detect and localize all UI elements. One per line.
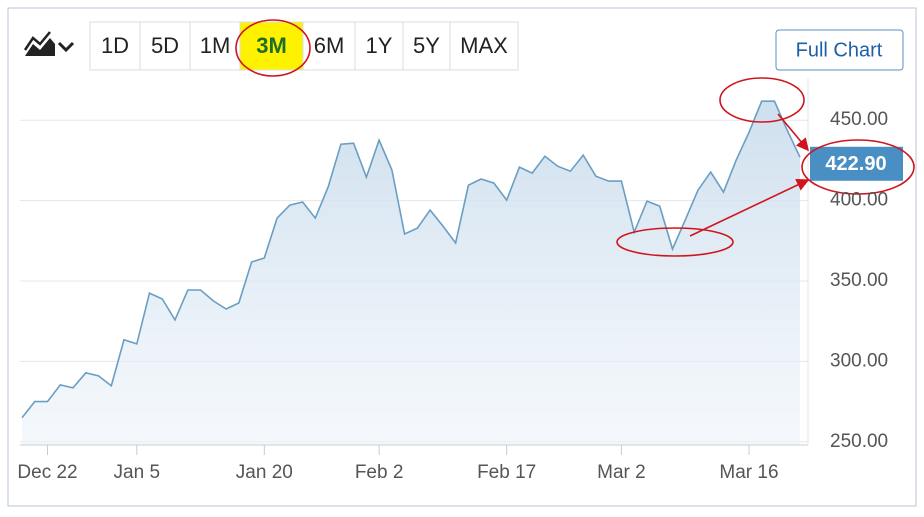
y-tick-label: 250.00 [830,431,888,452]
price-line [21,100,801,419]
range-button-label[interactable]: 1Y [366,33,393,58]
area [22,101,800,445]
annotation-circle [801,139,915,195]
chart-type-menu[interactable] [23,31,75,56]
annotation-arrow [689,179,810,237]
range-button[interactable] [239,21,304,71]
x-tick-label: Feb 17 [477,462,536,483]
x-tick-label: Jan 5 [114,462,160,483]
y-tick-label: 350.00 [830,270,888,291]
range-button[interactable] [354,21,404,71]
x-tick-label: Feb 2 [355,462,404,483]
full-chart-button[interactable] [775,29,904,71]
range-button-label[interactable]: 3M [256,33,287,58]
chart-type-icon-line [23,31,51,51]
overlay: 422.90 [810,146,903,181]
full-chart-label[interactable]: Full Chart [796,39,883,61]
range-button-label[interactable]: 6M [314,33,345,58]
last-price-tag [810,146,903,181]
x-tick-label: Dec 22 [17,462,77,483]
annotation-circle [616,227,734,257]
last-price-label: 422.90 [825,153,886,175]
dropdown-chevron [57,41,75,53]
x-tick-label: Mar 2 [597,462,646,483]
range-button[interactable] [139,21,191,71]
annotation-circle [235,19,311,77]
range-button-label[interactable]: 1D [101,33,129,58]
range-buttons: 1D 5D 1M 3M 6M 1Y 5Y MAX [89,21,519,71]
range-button-label[interactable]: MAX [460,33,508,58]
annotation-circle [719,77,805,123]
y-tick-label: 400.00 [830,190,888,211]
y-tick-label: 450.00 [830,109,888,130]
y-tick-label: 300.00 [830,350,888,371]
chart-type-icon [25,38,55,56]
annotations [235,19,915,257]
range-button-label[interactable]: 5D [151,33,179,58]
plot [20,100,808,445]
range-button-label[interactable]: 5Y [413,33,440,58]
annotation-arrow [777,113,810,152]
x-tick-label: Jan 20 [236,462,293,483]
range-button[interactable] [449,21,519,71]
x-tick-label: Mar 16 [719,462,778,483]
range-button-label[interactable]: 1M [200,33,231,58]
